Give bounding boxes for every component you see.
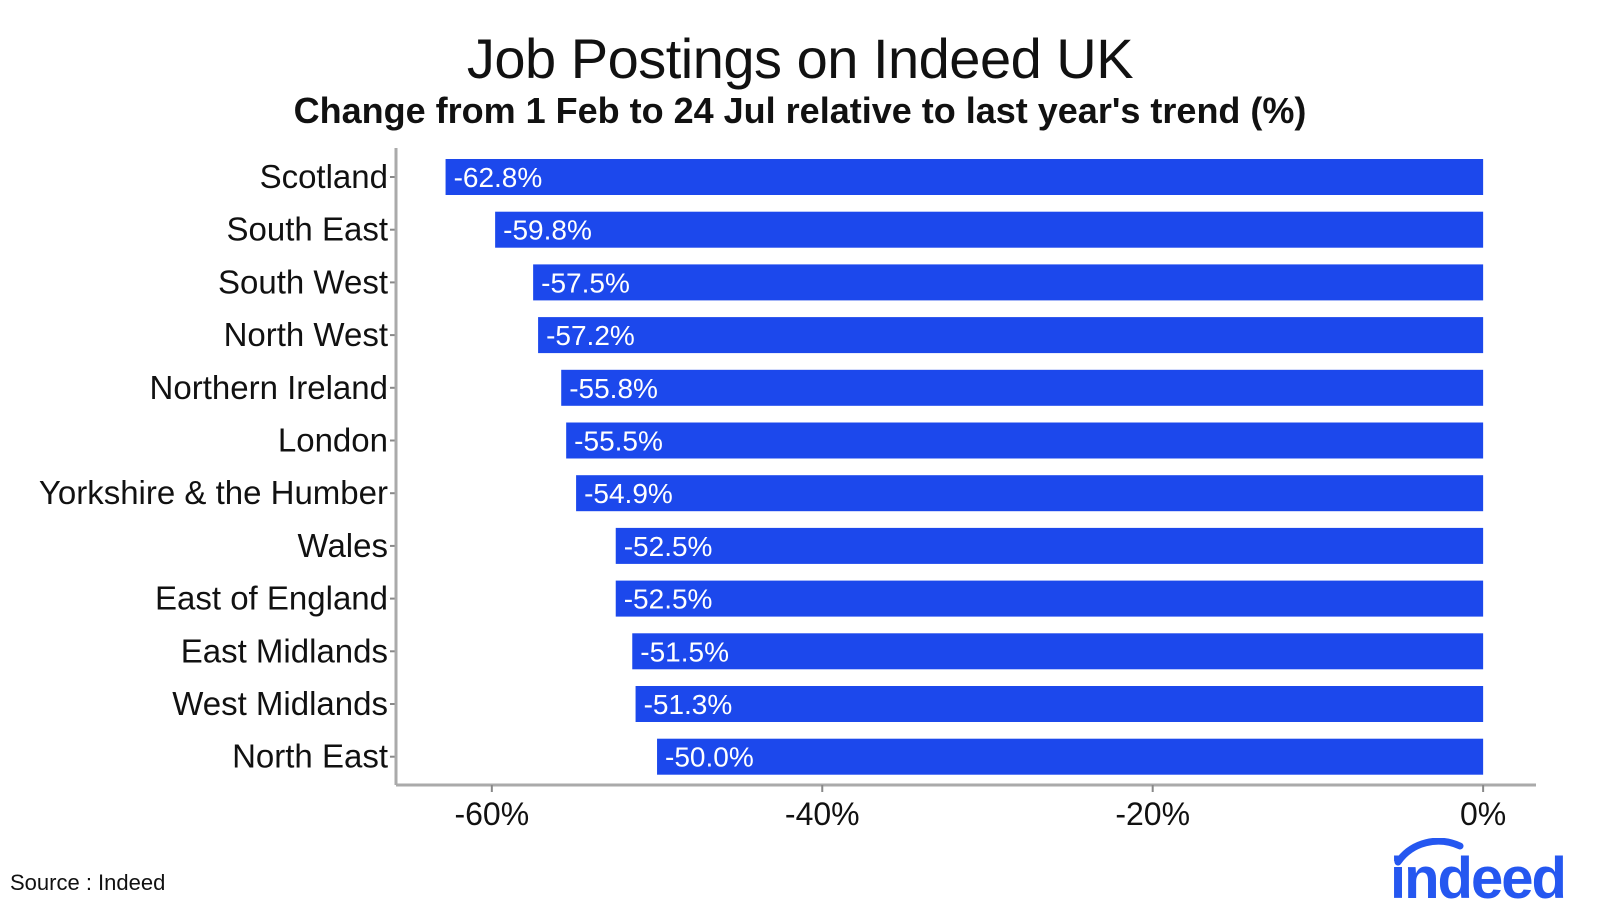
x-tick-label: -40% — [785, 796, 860, 832]
category-label: London — [278, 422, 388, 459]
bar-value-label: -57.2% — [546, 320, 635, 351]
category-label: East of England — [155, 580, 388, 617]
category-label: North West — [224, 316, 388, 353]
category-label: South West — [218, 263, 388, 300]
x-tick-label: 0% — [1460, 796, 1506, 832]
bar-value-label: -51.3% — [644, 689, 733, 720]
bar-east-midlands — [632, 633, 1484, 670]
bar-value-label: -57.5% — [541, 267, 630, 298]
bar-scotland — [445, 159, 1484, 195]
category-label: Northern Ireland — [150, 369, 388, 406]
bars-layer: -62.8% -59.8% -57.5% -57.2% -55.8% -55.5% -54.… — [445, 159, 1484, 775]
logo-wordmark: indeed — [1390, 846, 1565, 904]
category-label: Scotland — [260, 158, 388, 195]
bar-value-label: -55.8% — [569, 373, 658, 404]
bar-south-west — [533, 264, 1484, 301]
logo-arc — [1394, 838, 1464, 866]
bar-value-label: -52.5% — [624, 531, 713, 562]
chart-subtitle: Change from 1 Feb to 24 Jul relative to … — [293, 90, 1307, 131]
bar-north-east — [657, 738, 1484, 775]
category-label: North East — [232, 738, 388, 775]
category-label: East Midlands — [181, 632, 388, 669]
bar-northern-ireland — [561, 369, 1484, 406]
bar-chart: -62.8% -59.8% -57.5% -57.2% -55.8% -55.5% -54.… — [39, 148, 1536, 832]
bar-west-midlands — [635, 686, 1484, 722]
bar-value-label: -54.9% — [584, 478, 673, 509]
indeed-logo: indeed — [1390, 838, 1567, 904]
bar-london — [566, 422, 1484, 459]
bar-south-east — [495, 211, 1484, 248]
category-label: West Midlands — [172, 685, 388, 722]
chart-title: Job Postings on Indeed UK — [466, 27, 1134, 90]
category-label: Wales — [298, 527, 388, 564]
bar-value-label: -55.5% — [574, 426, 663, 457]
bar-value-label: -62.8% — [454, 162, 543, 193]
bar-value-label: -52.5% — [624, 584, 713, 615]
bar-value-label: -50.0% — [665, 742, 754, 773]
category-label: Yorkshire & the Humber — [39, 474, 388, 511]
x-tick-label: -60% — [454, 796, 529, 832]
bar-yorkshire-the-humber — [576, 475, 1484, 512]
bar-east-of-england — [615, 580, 1484, 617]
x-tick-label: -20% — [1115, 796, 1190, 832]
bar-wales — [615, 527, 1484, 564]
bar-value-label: -51.5% — [640, 636, 729, 667]
bar-value-label: -59.8% — [503, 215, 592, 246]
axes-layer: Scotland South East South West North West No… — [39, 148, 1536, 832]
source-note: Source : Indeed — [10, 870, 166, 895]
category-label: South East — [227, 211, 388, 248]
bar-north-west — [538, 317, 1484, 354]
